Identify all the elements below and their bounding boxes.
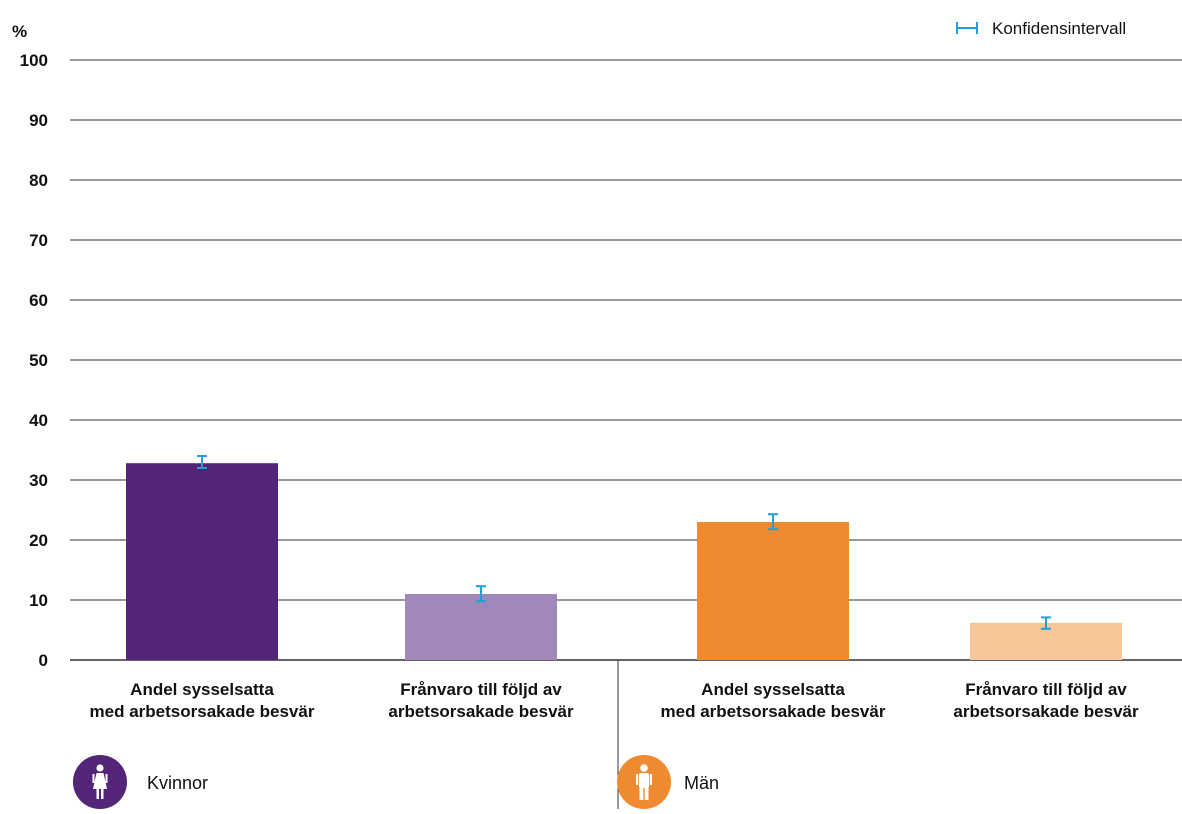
x-category-label: Frånvaro till följd av arbetsorsakade bes… [953,680,1139,721]
y-tick-label: 40 [29,411,48,430]
male-icon [636,764,652,800]
x-category-label: Andel sysselsatta med arbetsorsakade besv… [90,680,315,721]
female-icon [92,764,108,799]
y-tick-label: 20 [29,531,48,550]
bar [405,594,557,660]
legend: Konfidensintervall [956,19,1126,38]
y-tick-label: 100 [20,51,48,70]
bar [126,463,278,660]
y-tick-label: 80 [29,171,48,190]
error-bar [197,455,207,469]
category-labels: Andel sysselsatta med arbetsorsakade besv… [90,680,1139,721]
y-tick-label: 70 [29,231,48,250]
bars [126,455,1122,660]
bar [697,522,849,660]
x-category-label: Frånvaro till följd av arbetsorsakade bes… [388,680,574,721]
error-bar [768,513,778,531]
group-legend-kvinnor: Kvinnor [73,755,208,809]
error-bar [1041,616,1051,630]
gridlines: 0 10 20 30 40 50 60 70 80 90 100 [20,51,1182,670]
y-tick-label: 10 [29,591,48,610]
y-tick-label: 50 [29,351,48,370]
y-tick-label: 60 [29,291,48,310]
y-tick-label: 30 [29,471,48,490]
error-bar [476,585,486,603]
y-unit-label: % [12,22,27,41]
group-label: Kvinnor [147,773,208,793]
group-label: Män [684,773,719,793]
group-legend-man: Män [617,755,719,809]
legend-label: Konfidensintervall [992,19,1126,38]
x-category-label: Andel sysselsatta med arbetsorsakade besv… [661,680,886,721]
y-tick-label: 0 [39,651,48,670]
y-tick-label: 90 [29,111,48,130]
